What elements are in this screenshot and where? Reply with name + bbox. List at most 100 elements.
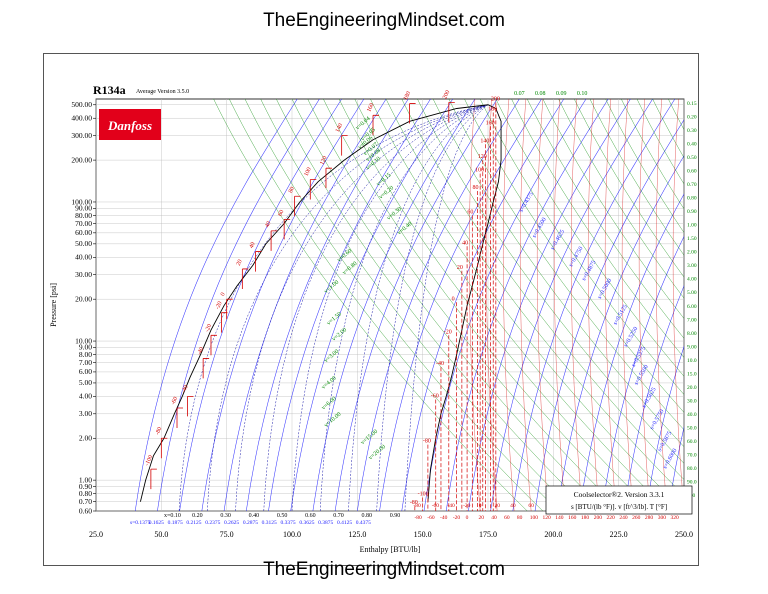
isentrope-line xyxy=(468,99,631,511)
x-tick-label: 100.0 xyxy=(283,530,301,539)
isotherm-arc xyxy=(621,99,634,511)
isochore-line xyxy=(448,99,684,431)
quality-line xyxy=(207,104,489,511)
isotherm-axis-label: 180 xyxy=(581,515,590,521)
liquid-isotherm-label: -20 xyxy=(215,301,224,311)
y-tick-label: 20.00 xyxy=(75,294,92,303)
liquid-isotherm-mark xyxy=(210,334,217,356)
isochore-right-label: 0.90 xyxy=(687,209,697,215)
isentrope-line xyxy=(157,99,320,511)
isotherm-axis-label: 240 xyxy=(619,515,628,521)
isotherm-arc xyxy=(570,99,583,511)
y-tick-label: 4.00 xyxy=(79,392,92,401)
quality-label: 0.80 xyxy=(362,513,373,519)
liquid-isotherm-label: 0 xyxy=(220,292,227,297)
isochore-right-label: 0.40 xyxy=(687,142,697,148)
y-tick-label: 0.60 xyxy=(79,506,92,515)
isotherm-axis-label: 80 xyxy=(517,515,523,521)
isotherm-arc xyxy=(638,99,651,511)
isochore-line xyxy=(229,99,544,511)
isentrope-line xyxy=(245,99,409,511)
isochore-line xyxy=(417,99,684,464)
isotherm-axis-label: 280 xyxy=(645,515,654,521)
isotherm-axis-label: 300 xyxy=(658,515,667,521)
entropy-bottom-label: 0.2125 xyxy=(186,520,201,526)
isotherm-arc xyxy=(519,99,532,511)
isochore-right-label: 1.50 xyxy=(687,236,697,242)
isentrope-line xyxy=(201,99,365,511)
isentrope-line xyxy=(357,99,520,511)
isotherm-axis-label: 260 xyxy=(632,515,641,521)
liquid-isotherm-label: 40 xyxy=(249,241,257,249)
quality-label: 0.60 xyxy=(305,513,316,519)
isotherm-axis-label: 220 xyxy=(607,515,616,521)
entropy-bottom-label: 0.3375 xyxy=(281,520,296,526)
liquid-isotherm-label: 60 xyxy=(278,209,286,217)
vapor-isotherm-label: 180 xyxy=(488,106,497,112)
liquid-isotherm-mark xyxy=(448,101,455,123)
isochore-right-label: 6.00 xyxy=(687,304,697,310)
quality-label: 0.30 xyxy=(220,513,231,519)
isotherm-axis-label: 120 xyxy=(542,515,551,521)
isochore-line xyxy=(621,99,684,210)
liquid-isotherm-mark xyxy=(255,251,262,272)
isentrope-line xyxy=(312,99,476,511)
isochore-line xyxy=(432,99,684,448)
liquid-isotherm-mark xyxy=(187,396,194,417)
quality-label: 0.20 xyxy=(192,513,203,519)
x-tick-label: 225.0 xyxy=(610,530,628,539)
y-tick-label: 0.70 xyxy=(79,497,92,506)
liquid-isotherm-mark xyxy=(372,114,380,136)
y-tick-label: 9.00 xyxy=(79,343,92,352)
liquid-isotherm-mark xyxy=(202,358,210,379)
y-tick-label: 300.00 xyxy=(71,131,92,140)
quality-line xyxy=(263,104,489,511)
vapor-isotherm-label: -100 xyxy=(418,492,429,498)
isentrope-line xyxy=(223,99,387,511)
vapor-isotherm-label: 80 xyxy=(473,185,479,191)
vapor-isotherm-label: 0 xyxy=(452,296,455,302)
quality-line xyxy=(178,104,489,511)
liquid-isotherm-label: 120 xyxy=(319,155,328,166)
liquid-isotherm-mark xyxy=(270,230,278,251)
isentrope-line xyxy=(290,99,453,511)
y-axis-label: Pressure [psi] xyxy=(49,283,58,327)
isochore-top-label: 0.08 xyxy=(535,91,546,97)
chart-frame: -100 -80 -60 -40 -40 -20 -20 0 20 40 40 60 80 100 120 1… xyxy=(43,53,699,566)
isochore-right-label: 0.70 xyxy=(687,182,697,188)
isochore-right-label: 0.15 xyxy=(687,101,697,107)
isochore-top-label: 0.10 xyxy=(577,91,588,97)
y-tick-label: 6.00 xyxy=(79,367,92,376)
isotherm-arc xyxy=(553,99,566,511)
isochore-top-label: 0.09 xyxy=(556,91,567,97)
isotherm-arc xyxy=(536,99,549,511)
isentrope-line xyxy=(134,99,298,511)
isotherm-bottom-label: 0 xyxy=(479,503,482,509)
y-tick-label: 5.00 xyxy=(79,378,92,387)
isochore-line xyxy=(260,99,575,511)
isochore-line xyxy=(323,99,638,511)
isochore-line xyxy=(276,99,591,511)
isochore-line xyxy=(291,99,606,511)
vapor-isotherm-label: -20 xyxy=(444,329,452,335)
liquid-isotherm-mark xyxy=(150,468,157,490)
y-tick-label: 7.00 xyxy=(79,358,92,367)
isochore-line xyxy=(605,99,684,233)
liquid-isotherm-mark xyxy=(176,407,184,429)
isotherm-arc xyxy=(672,99,684,511)
x-tick-label: 150.0 xyxy=(414,530,432,539)
isochore-line xyxy=(370,99,684,511)
curves-group xyxy=(134,99,684,511)
y-tick-label: 0.80 xyxy=(79,489,92,498)
liquid-isotherm-label: 180 xyxy=(403,91,412,102)
isentrope-line xyxy=(401,99,565,511)
liquid-isotherm-mark xyxy=(325,167,332,189)
x-axis-label: Enthalpy [BTU/lb] xyxy=(360,545,421,554)
entropy-bottom-label: 0.3875 xyxy=(318,520,333,526)
isochore-line xyxy=(464,99,684,413)
vapor-isotherm-label: 120 xyxy=(478,154,487,160)
isochore-right-label: 60.0 xyxy=(687,439,697,445)
isochore-right-label: 0.50 xyxy=(687,155,697,161)
liquid-isotherm-label: -40 xyxy=(197,346,206,356)
vapor-isotherm-label: -40 xyxy=(436,361,444,367)
